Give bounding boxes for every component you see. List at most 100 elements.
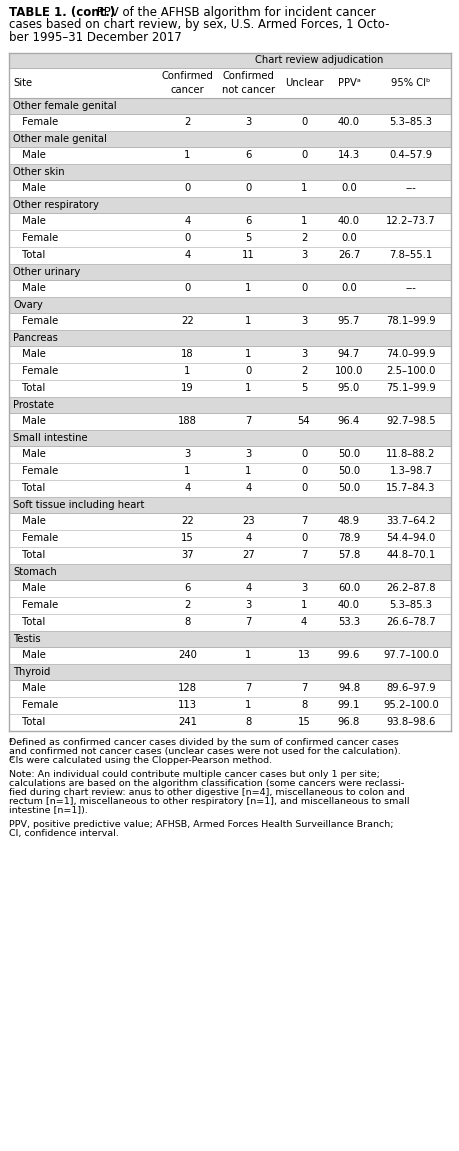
- Text: 0: 0: [184, 183, 190, 193]
- Text: 97.7–100.0: 97.7–100.0: [382, 650, 438, 661]
- Text: cancer: cancer: [170, 85, 204, 96]
- Text: Male: Male: [19, 283, 46, 294]
- Text: 15: 15: [297, 717, 310, 727]
- Text: ᵃ: ᵃ: [9, 738, 13, 747]
- Text: 40.0: 40.0: [337, 117, 359, 128]
- Bar: [9, 413, 450, 430]
- Text: 2: 2: [184, 601, 190, 610]
- Text: 0: 0: [184, 234, 190, 244]
- Text: 1: 1: [245, 383, 251, 394]
- Text: PPV, positive predictive value; AFHSB, Armed Forces Health Surveillance Branch;: PPV, positive predictive value; AFHSB, A…: [9, 820, 392, 829]
- Text: ---: ---: [405, 183, 415, 193]
- Text: 0: 0: [300, 466, 307, 477]
- Bar: [9, 380, 450, 397]
- Text: 37: 37: [181, 550, 193, 561]
- Text: 7: 7: [245, 417, 251, 427]
- Text: ---: ---: [405, 283, 415, 294]
- Text: 54: 54: [297, 417, 310, 427]
- Text: 1: 1: [184, 366, 190, 376]
- Text: Other respiratory: Other respiratory: [13, 200, 99, 209]
- Text: 7: 7: [245, 684, 251, 693]
- Text: 44.8–70.1: 44.8–70.1: [386, 550, 435, 561]
- Text: Male: Male: [19, 450, 46, 459]
- Text: Female: Female: [19, 701, 58, 710]
- Text: 1: 1: [245, 317, 251, 327]
- Text: 5.3–85.3: 5.3–85.3: [389, 117, 431, 128]
- Text: 241: 241: [178, 717, 196, 727]
- Bar: [9, 247, 450, 264]
- Text: 3: 3: [300, 317, 307, 327]
- Text: 0: 0: [245, 366, 251, 376]
- Text: Pancreas: Pancreas: [13, 333, 58, 343]
- Text: Male: Male: [19, 151, 46, 160]
- Text: 7: 7: [300, 550, 307, 561]
- Text: 128: 128: [178, 684, 196, 693]
- Text: 0: 0: [245, 183, 251, 193]
- Text: 48.9: 48.9: [337, 517, 359, 526]
- Text: 1: 1: [245, 283, 251, 294]
- Bar: [9, 313, 450, 330]
- Text: 93.8–98.6: 93.8–98.6: [386, 717, 435, 727]
- Bar: [9, 197, 450, 213]
- Text: 8: 8: [300, 701, 307, 710]
- Text: PPVᵃ: PPVᵃ: [337, 78, 360, 87]
- Text: 6: 6: [245, 151, 251, 160]
- Bar: [9, 430, 450, 445]
- Text: Testis: Testis: [13, 634, 40, 643]
- Text: Male: Male: [19, 417, 46, 427]
- Text: Other female genital: Other female genital: [13, 101, 117, 110]
- Text: 74.0–99.9: 74.0–99.9: [386, 350, 435, 359]
- Text: 50.0: 50.0: [337, 450, 359, 459]
- Text: 1: 1: [300, 216, 307, 227]
- Text: 1: 1: [245, 350, 251, 359]
- Bar: [9, 698, 450, 714]
- Text: 0: 0: [300, 117, 307, 128]
- Text: 1: 1: [300, 183, 307, 193]
- Text: Female: Female: [19, 533, 58, 543]
- Text: Confirmed: Confirmed: [222, 71, 274, 81]
- Text: 4: 4: [184, 216, 190, 227]
- Text: Male: Male: [19, 584, 46, 594]
- Text: Male: Male: [19, 650, 46, 661]
- Text: 99.6: 99.6: [337, 650, 359, 661]
- Text: 1: 1: [184, 151, 190, 160]
- Text: 50.0: 50.0: [337, 483, 359, 494]
- Text: Other urinary: Other urinary: [13, 267, 80, 277]
- Text: 60.0: 60.0: [337, 584, 359, 594]
- Text: intestine [n=1]).: intestine [n=1]).: [9, 807, 88, 815]
- Text: 4: 4: [184, 251, 190, 260]
- Text: 7: 7: [245, 617, 251, 627]
- Bar: [9, 680, 450, 698]
- Text: 94.7: 94.7: [337, 350, 359, 359]
- Text: 113: 113: [178, 701, 196, 710]
- Bar: [9, 480, 450, 497]
- Bar: [9, 98, 450, 114]
- Text: 57.8: 57.8: [337, 550, 359, 561]
- Text: Male: Male: [19, 183, 46, 193]
- Text: Prostate: Prostate: [13, 401, 54, 410]
- Text: 1.3–98.7: 1.3–98.7: [389, 466, 431, 477]
- Bar: [9, 547, 450, 564]
- Text: 22: 22: [181, 317, 193, 327]
- Text: 95% CIᵇ: 95% CIᵇ: [391, 78, 430, 87]
- Text: 94.8: 94.8: [337, 684, 359, 693]
- Text: 26.7: 26.7: [337, 251, 359, 260]
- Text: 4: 4: [300, 617, 307, 627]
- Text: 15: 15: [181, 533, 193, 543]
- Bar: [9, 180, 450, 197]
- Text: Defined as confirmed cancer cases divided by the sum of confirmed cancer cases: Defined as confirmed cancer cases divide…: [9, 738, 398, 747]
- Text: 53.3: 53.3: [337, 617, 359, 627]
- Text: 78.9: 78.9: [337, 533, 359, 543]
- Text: 0.0: 0.0: [341, 283, 356, 294]
- Text: 1: 1: [245, 650, 251, 661]
- Bar: [9, 297, 450, 313]
- Bar: [9, 613, 450, 631]
- Text: 188: 188: [178, 417, 196, 427]
- Text: 40.0: 40.0: [337, 216, 359, 227]
- Text: 18: 18: [181, 350, 193, 359]
- Text: 3: 3: [245, 450, 251, 459]
- Bar: [9, 497, 450, 513]
- Text: ᵇ: ᵇ: [9, 756, 13, 765]
- Text: calculations are based on the algorithm classification (some cancers were reclas: calculations are based on the algorithm …: [9, 779, 403, 787]
- Text: CIs were calculated using the Clopper-Pearson method.: CIs were calculated using the Clopper-Pe…: [9, 756, 272, 765]
